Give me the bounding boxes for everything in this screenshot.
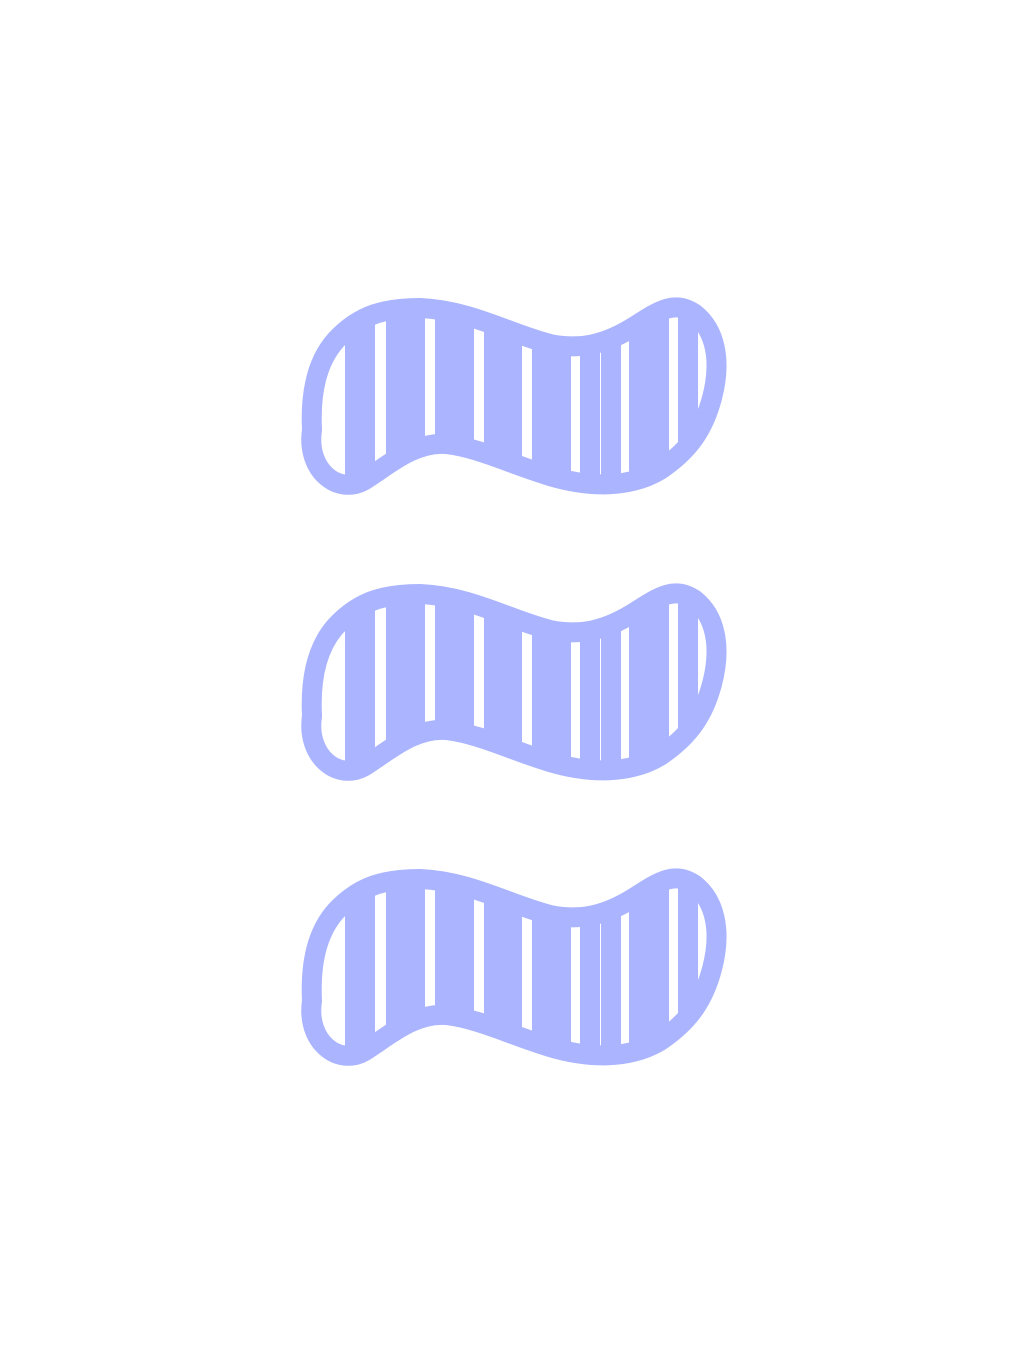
striped-wave-shape-icon xyxy=(311,250,716,540)
striped-wave-shape-icon xyxy=(311,536,716,826)
striped-wave-shape-icon xyxy=(311,821,716,1111)
